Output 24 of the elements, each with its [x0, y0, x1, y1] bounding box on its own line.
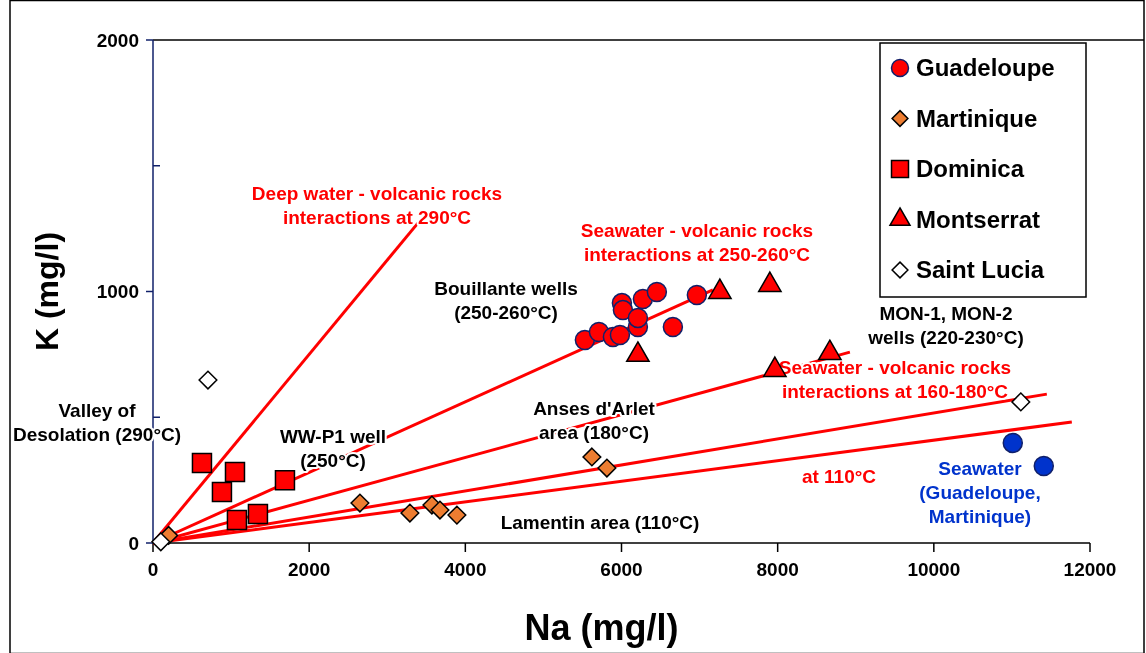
- y-tick-label: 2000: [96, 29, 139, 51]
- x-tick-label: 4000: [444, 559, 487, 580]
- legend-label: Martinique: [916, 104, 1038, 132]
- y-tick-label: 1000: [96, 281, 139, 303]
- x-tick-label: 0: [147, 559, 159, 580]
- x-tick-label: 2000: [288, 559, 331, 580]
- x-tick-label: 10000: [907, 559, 961, 580]
- legend-label: Dominica: [916, 155, 1025, 183]
- legend-label: Guadeloupe: [916, 54, 1055, 82]
- annotation: Seawater (Guadeloupe, Martinique): [919, 457, 1041, 527]
- annotation: Seawater - volcanic rocks interactions at 250-260°C: [580, 219, 814, 265]
- annotation: MON-1, MON-2 wells (220-230°C): [867, 302, 1024, 348]
- x-axis-title: Na (mg/l): [524, 607, 679, 648]
- annotation: Lamentin area (110°C): [500, 511, 700, 533]
- y-tick-label: 0: [128, 532, 139, 554]
- x-tick-label: 8000: [756, 559, 799, 580]
- legend-label: Montserrat: [916, 205, 1041, 233]
- x-tick-label: 6000: [600, 559, 643, 580]
- annotation: at 110°C: [801, 465, 877, 487]
- y-axis-title: K (mg/l): [29, 231, 65, 352]
- annotation: Bouillante wells (250-260°C): [434, 277, 578, 323]
- x-tick-label: 12000: [1063, 559, 1117, 580]
- annotation: Deep water - volcanic rocks interactions at 290°C: [251, 182, 503, 228]
- legend-label: Saint Lucia: [916, 256, 1045, 284]
